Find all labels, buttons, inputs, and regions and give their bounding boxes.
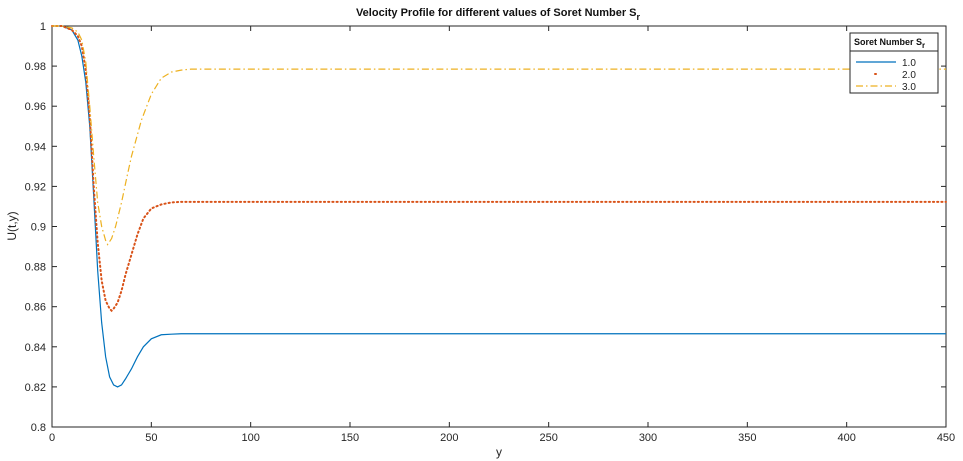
x-axis-label: y bbox=[496, 445, 502, 459]
series-layer bbox=[51, 25, 947, 388]
y-tick-label: 0.96 bbox=[25, 101, 46, 113]
y-tick-label: 0.84 bbox=[25, 342, 46, 354]
x-tick-label: 150 bbox=[341, 432, 359, 444]
x-tick-label: 400 bbox=[837, 432, 855, 444]
axis-ticks: 0 50 100 150 200 250 300 350 400 450 0.8 0.82 0.84 0.… bbox=[25, 21, 956, 444]
series-line-2-0 bbox=[51, 25, 947, 313]
chart-title-subscript: r bbox=[637, 12, 641, 22]
legend-entries: 1.02.03.0 bbox=[856, 58, 916, 93]
y-tick-label: 0.88 bbox=[25, 262, 46, 274]
y-tick-label: 0.82 bbox=[25, 382, 46, 394]
y-tick-label: 1 bbox=[40, 21, 46, 33]
y-tick-label: 0.94 bbox=[25, 141, 46, 153]
legend-title-text: Soret Number S bbox=[854, 37, 922, 47]
legend: Soret Number Sr 1.02.03.0 bbox=[849, 32, 939, 94]
legend-label: 1.0 bbox=[902, 58, 916, 69]
legend-box bbox=[849, 32, 939, 94]
chart-title: Velocity Profile for different values of… bbox=[356, 7, 641, 22]
y-tick-label: 0.86 bbox=[25, 302, 46, 314]
y-tick-label: 0.9 bbox=[31, 222, 46, 234]
x-tick-label: 300 bbox=[639, 432, 657, 444]
x-tick-label: 450 bbox=[937, 432, 955, 444]
chart-title-text: Velocity Profile for different values of… bbox=[356, 7, 637, 19]
legend-title-subscript: r bbox=[922, 41, 925, 50]
y-tick-label: 0.8 bbox=[31, 422, 46, 434]
legend-title: Soret Number Sr bbox=[854, 37, 925, 50]
x-tick-label: 200 bbox=[440, 432, 458, 444]
series-line-1-0 bbox=[52, 25, 946, 388]
y-axis-label: U(t,y) bbox=[5, 211, 19, 240]
x-tick-label: 100 bbox=[241, 432, 259, 444]
x-tick-label: 350 bbox=[738, 432, 756, 444]
x-tick-label: 0 bbox=[49, 432, 55, 444]
x-tick-label: 50 bbox=[145, 432, 157, 444]
x-tick-label: 250 bbox=[539, 432, 557, 444]
legend-label: 3.0 bbox=[902, 82, 916, 93]
y-tick-label: 0.98 bbox=[25, 61, 46, 73]
legend-label: 2.0 bbox=[902, 70, 916, 81]
plot-area bbox=[51, 25, 947, 428]
series-line-3-0 bbox=[52, 25, 946, 246]
y-tick-label: 0.92 bbox=[25, 181, 46, 193]
